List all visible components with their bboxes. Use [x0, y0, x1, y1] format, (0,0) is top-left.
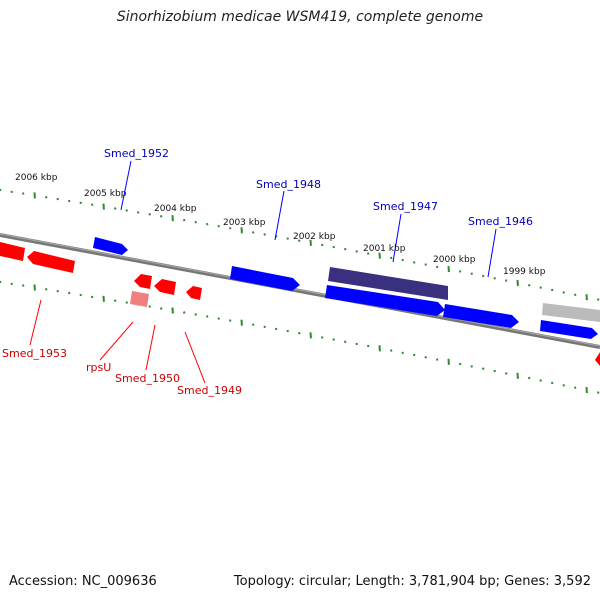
- gene-rpsu-pseudo[interactable]: [130, 291, 149, 307]
- reverse-genes: [0, 242, 600, 366]
- gene-next-pseudo[interactable]: [542, 303, 600, 322]
- gene-smed-1949[interactable]: [186, 286, 202, 300]
- outer-tick-row: [0, 188, 600, 301]
- gene-smed-1946[interactable]: [443, 304, 519, 328]
- gene-edge-reverse[interactable]: [595, 352, 600, 366]
- label-smed-1952[interactable]: Smed_1952: [104, 147, 169, 160]
- map-title: Sinorhizobium medicae WSM419, complete g…: [116, 9, 484, 25]
- gene-rpsu[interactable]: [134, 274, 152, 289]
- kbp-label-2005: 2005 kbp: [84, 189, 127, 199]
- accession-text: Accession: NC_009636: [9, 574, 157, 589]
- leader-smed-1953: [29, 299, 42, 346]
- gene-next-forward[interactable]: [540, 320, 598, 339]
- label-rpsu[interactable]: rpsU: [86, 361, 111, 374]
- genome-summary-text: Topology: circular; Length: 3,781,904 bp…: [233, 574, 591, 589]
- gene-smed-1954[interactable]: [0, 242, 25, 261]
- kbp-label-2004: 2004 kbp: [154, 204, 197, 214]
- leader-rpsu: [99, 321, 134, 361]
- gene-smed-1950[interactable]: [154, 279, 176, 295]
- kbp-labels: 2006 kbp 2005 kbp 2004 kbp 2003 kbp 2002…: [15, 173, 546, 277]
- leader-smed-1950: [145, 324, 156, 371]
- gene-smed-1947[interactable]: [328, 267, 448, 300]
- gene-smed-1947b[interactable]: [325, 285, 445, 316]
- label-smed-1953[interactable]: Smed_1953: [2, 347, 67, 360]
- forward-genes: [93, 237, 600, 339]
- genome-backbone: [0, 233, 600, 349]
- gene-smed-1952[interactable]: [93, 237, 128, 255]
- leader-smed-1947: [392, 213, 402, 263]
- kbp-label-2006: 2006 kbp: [15, 173, 58, 183]
- kbp-label-2001: 2001 kbp: [363, 244, 406, 254]
- kbp-label-2000: 2000 kbp: [433, 255, 476, 265]
- label-smed-1950[interactable]: Smed_1950: [115, 372, 180, 385]
- leader-smed-1946: [487, 228, 497, 278]
- gene-labels: Smed_1952 Smed_1948 Smed_1947 Smed_1946 …: [2, 147, 533, 397]
- kbp-label-2003: 2003 kbp: [223, 218, 266, 228]
- gene-smed-1953[interactable]: [27, 251, 75, 273]
- label-smed-1948[interactable]: Smed_1948: [256, 178, 321, 191]
- leader-smed-1949: [184, 331, 206, 384]
- label-smed-1947[interactable]: Smed_1947: [373, 200, 438, 213]
- gene-smed-1948[interactable]: [230, 266, 300, 291]
- leader-smed-1948: [274, 190, 285, 241]
- leader-lines: [29, 160, 497, 384]
- label-smed-1949[interactable]: Smed_1949: [177, 384, 242, 397]
- backbone-highlight: [0, 233, 600, 347]
- kbp-label-1999: 1999 kbp: [503, 267, 546, 277]
- label-smed-1946[interactable]: Smed_1946: [468, 215, 533, 228]
- kbp-label-2002: 2002 kbp: [293, 232, 336, 242]
- inner-tick-row: [0, 280, 600, 394]
- leader-smed-1952: [120, 160, 132, 211]
